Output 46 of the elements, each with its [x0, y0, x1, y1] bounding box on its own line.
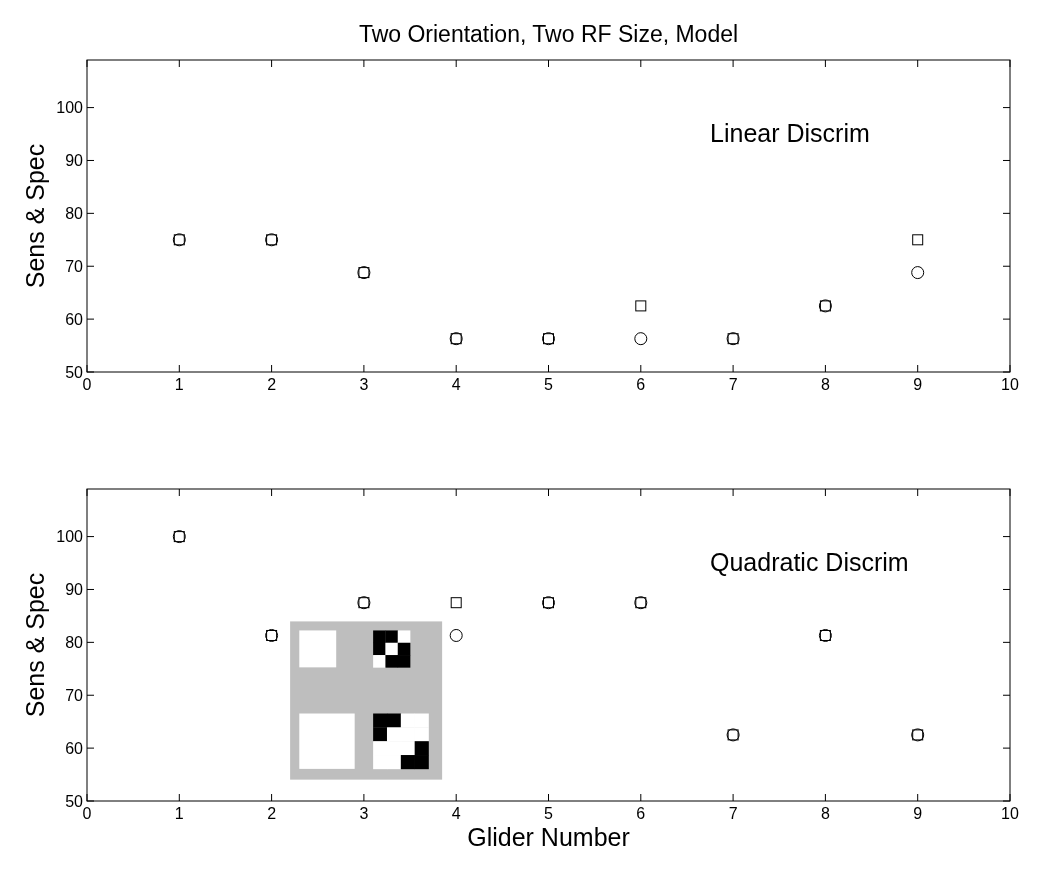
- y-tick-label: 100: [56, 99, 84, 117]
- x-tick-label: 8: [820, 805, 830, 822]
- y-tick-label: 70: [65, 257, 84, 275]
- x-tick-label: 7: [728, 805, 738, 822]
- y-tick-label: 100: [56, 528, 84, 546]
- x-axis-title: Glider Number: [467, 823, 630, 851]
- x-tick-label: 10: [1001, 376, 1019, 393]
- point: [449, 628, 463, 642]
- x-tick-label: 7: [728, 376, 738, 393]
- y-tick-label: 80: [65, 204, 84, 222]
- x-tick-label: 2: [267, 805, 277, 822]
- y-tick-label: 50: [65, 363, 84, 381]
- x-tick-label: 1: [174, 805, 184, 822]
- point: [912, 234, 924, 246]
- x-tick-label: 9: [913, 376, 923, 393]
- x-tick-label: 1: [174, 376, 184, 393]
- x-tick-label: 0: [82, 805, 92, 822]
- x-tick-label: 5: [544, 805, 554, 822]
- x-tick-label: 9: [913, 805, 923, 822]
- x-tick-label: 4: [451, 805, 461, 822]
- x-tick-label: 2: [267, 376, 277, 393]
- y-tick-label: 80: [65, 633, 84, 651]
- x-tick-label: 3: [359, 805, 369, 822]
- y-tick-label: 60: [65, 739, 84, 757]
- y-axis-title: Sens & Spec: [21, 143, 49, 289]
- y-tick-label: 90: [65, 152, 84, 170]
- y-tick-label: 90: [65, 581, 84, 599]
- point: [634, 332, 648, 346]
- x-tick-label: 0: [82, 376, 92, 393]
- x-tick-label: 3: [359, 376, 369, 393]
- y-axis-title: Sens & Spec: [21, 572, 49, 718]
- x-tick-label: 6: [636, 805, 646, 822]
- y-tick-label: 60: [65, 310, 84, 328]
- y-tick-label: 70: [65, 686, 84, 704]
- annotation: Quadratic Discrim: [710, 547, 909, 576]
- x-tick-label: 10: [1001, 805, 1019, 822]
- y-tick-label: 50: [65, 792, 84, 810]
- x-tick-label: 4: [451, 376, 461, 393]
- point: [911, 266, 925, 280]
- x-tick-label: 6: [636, 376, 646, 393]
- x-tick-label: 5: [544, 376, 554, 393]
- point: [450, 597, 462, 609]
- point: [635, 300, 647, 312]
- annotation: Linear Discrim: [710, 118, 870, 147]
- chart-title: Two Orientation, Two RF Size, Model: [358, 21, 739, 47]
- x-tick-label: 8: [820, 376, 830, 393]
